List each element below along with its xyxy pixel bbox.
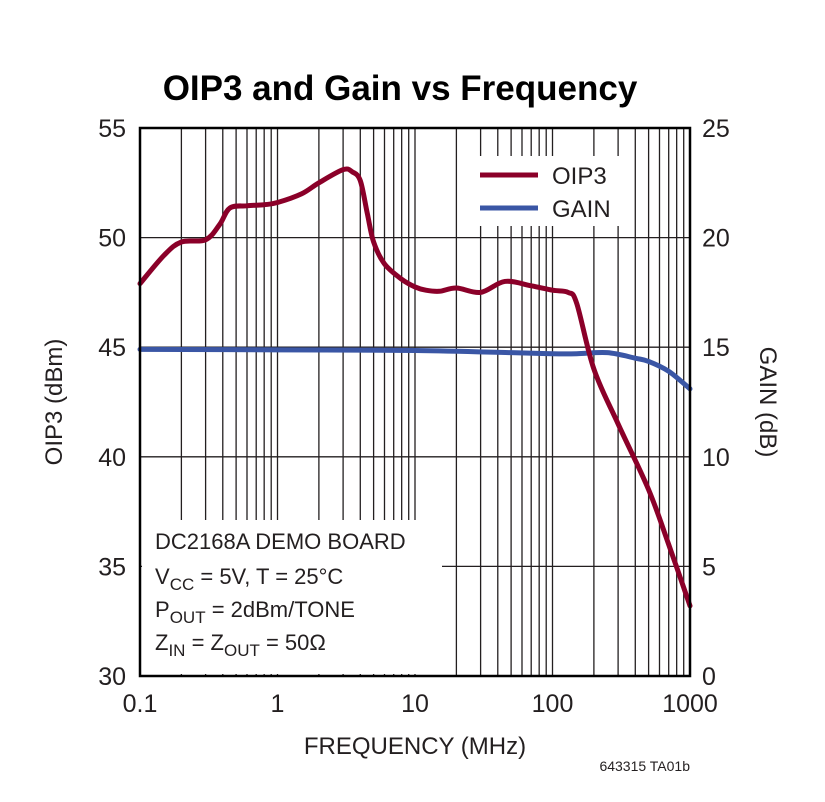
y-tick-label: 55 [98,115,126,143]
chart-title: OIP3 and Gain vs Frequency [163,69,638,108]
y2-tick-label: 0 [702,663,716,691]
legend-label-oip3: OIP3 [552,163,607,190]
y2-tick-label: 15 [702,334,730,362]
y2-tick-label: 5 [702,553,716,581]
annotation-box [142,520,442,674]
annotation-board: DC2168A DEMO BOARD [155,529,406,554]
annotation-z: ZIN = ZOUT = 50Ω [155,630,326,660]
y2-tick-label: 10 [702,444,730,472]
x-tick-label: 100 [532,690,574,718]
y-tick-label: 45 [98,334,126,362]
x-axis-label: FREQUENCY (MHz) [304,733,526,760]
series-line-gain [137,346,693,392]
y2-axis-label: GAIN (dB) [754,347,781,458]
y-axis-label: OIP3 (dBm) [41,339,68,466]
series-line-oip3 [137,166,693,609]
legend: OIP3 GAIN [480,163,611,223]
plot-frame [138,126,692,678]
y2-tick-label: 20 [702,225,730,253]
annotation-pout: POUT = 2dBm/TONE [155,597,355,627]
conditions-annotation: DC2168A DEMO BOARD VCC = 5V, T = 25°C PO… [155,529,406,660]
legend-label-gain: GAIN [552,196,611,223]
legend-box [462,156,632,226]
x-tick-label: 1 [271,690,285,718]
y-tick-label: 30 [98,663,126,691]
footnote: 643315 TA01b [599,758,690,774]
annotation-vcc: VCC = 5V, T = 25°C [155,564,343,594]
x-tick-label: 10 [401,690,429,718]
y-tick-label: 35 [98,553,126,581]
y2-tick-label: 25 [702,115,730,143]
x-tick-label: 1000 [662,690,718,718]
x-tick-label: 0.1 [123,690,158,718]
y-tick-label: 40 [98,444,126,472]
y-tick-label: 50 [98,225,126,253]
